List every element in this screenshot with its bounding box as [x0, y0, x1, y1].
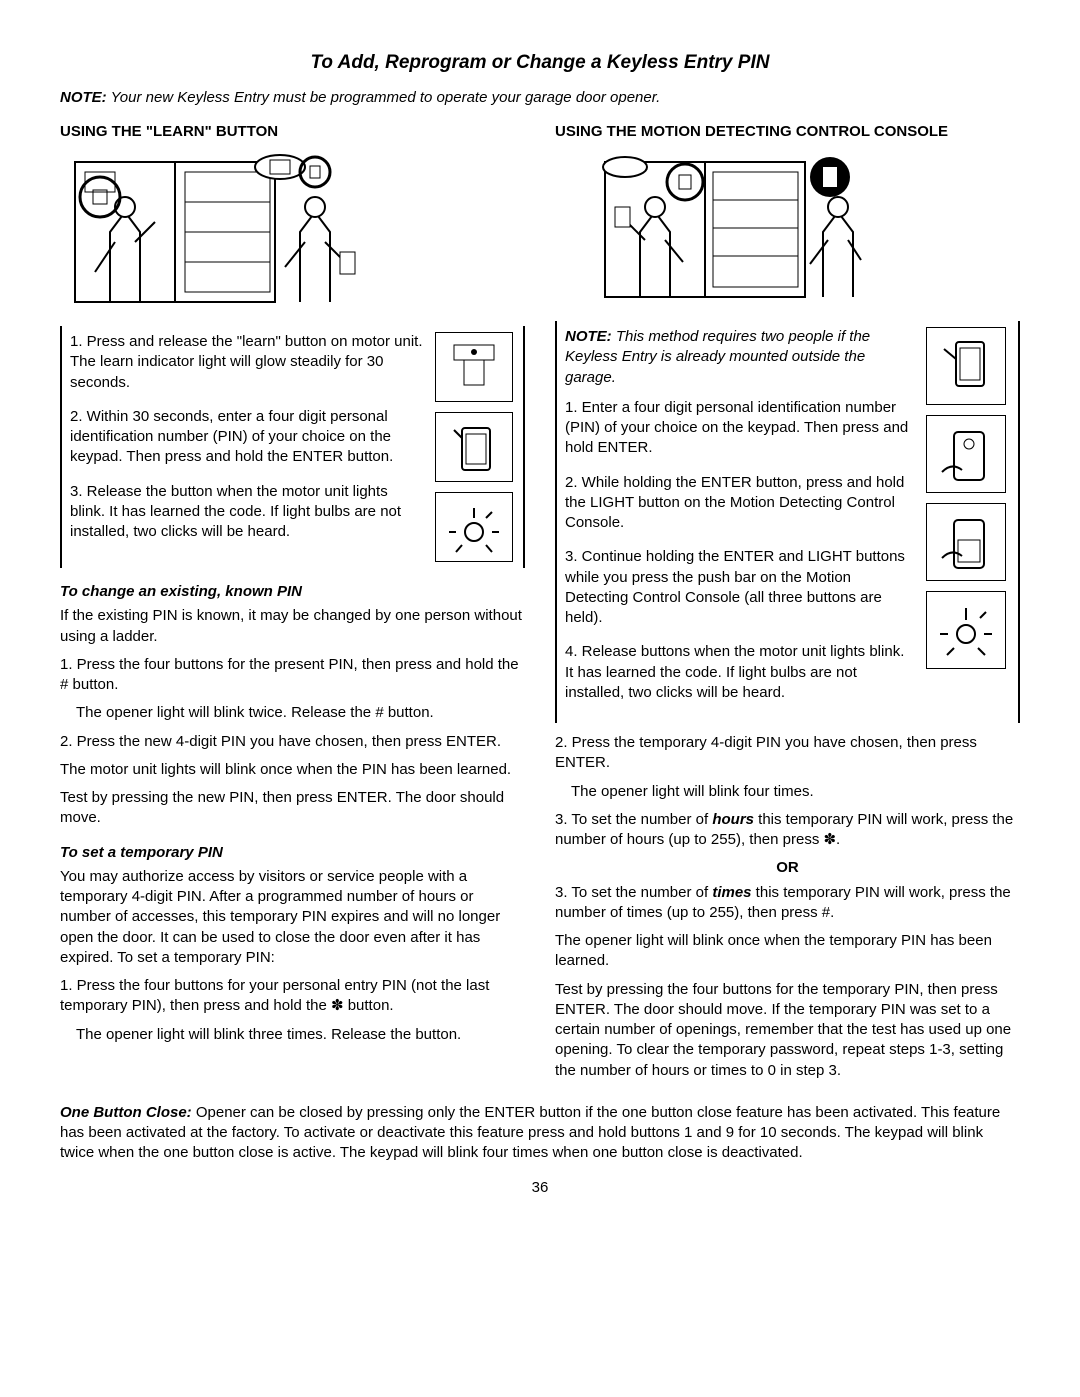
motor-unit-icon: [435, 332, 513, 402]
change-pin-head: To change an existing, known PIN: [60, 582, 525, 602]
light-blink-icon: [435, 492, 513, 562]
right-cont-2: 2. Press the temporary 4-digit PIN you h…: [555, 733, 1020, 774]
temp-step-1: 1. Press the four buttons for your perso…: [60, 976, 525, 1017]
right-step-images: [926, 327, 1010, 717]
note-label: NOTE:: [60, 89, 107, 106]
temp-pin-head: To set a temporary PIN: [60, 843, 525, 863]
right-cont-3b: 3. To set the number of times this tempo…: [555, 883, 1020, 924]
right-step-2: 2. While holding the ENTER button, press…: [565, 473, 916, 534]
change-step-2: 2. Press the new 4-digit PIN you have ch…: [60, 732, 525, 752]
light-blink-icon-2: [926, 591, 1006, 669]
right-column: USING THE MOTION DETECTING CONTROL CONSO…: [555, 122, 1020, 1089]
right-cont-3a: 3. To set the number of hours this tempo…: [555, 810, 1020, 851]
garage-illustration-right: [565, 152, 1020, 307]
left-column: USING THE "LEARN" BUTTON: [60, 122, 525, 1089]
keypad-hand-icon: [926, 327, 1006, 405]
right-cont-2b: The opener light will blink four times.: [571, 782, 1020, 802]
change-after-2: Test by pressing the new PIN, then press…: [60, 788, 525, 829]
temp-step-1b: The opener light will blink three times.…: [76, 1025, 525, 1045]
change-after-1: The motor unit lights will blink once wh…: [60, 760, 525, 780]
cont3a-em: hours: [712, 811, 754, 828]
footer-text: Opener can be closed by pressing only th…: [60, 1104, 1000, 1162]
right-steps-box: NOTE: This method requires two people if…: [555, 321, 1020, 723]
footer-label: One Button Close:: [60, 1104, 192, 1121]
left-steps-text: 1. Press and release the "learn" button …: [70, 332, 425, 562]
main-columns: USING THE "LEARN" BUTTON: [60, 122, 1020, 1089]
left-step-1: 1. Press and release the "learn" button …: [70, 332, 425, 393]
right-step-4: 4. Release buttons when the motor unit l…: [565, 642, 916, 703]
or-divider: OR: [555, 858, 1020, 878]
cont3a-pre: 3. To set the number of: [555, 811, 712, 828]
right-step-3: 3. Continue holding the ENTER and LIGHT …: [565, 547, 916, 628]
right-steps-text: NOTE: This method requires two people if…: [565, 327, 916, 717]
right-heading: USING THE MOTION DETECTING CONTROL CONSO…: [555, 122, 1020, 142]
page-number: 36: [60, 1178, 1020, 1198]
right-after-2: Test by pressing the four buttons for th…: [555, 980, 1020, 1081]
right-note-label: NOTE:: [565, 328, 612, 345]
console-pushbar-icon: [926, 503, 1006, 581]
garage-illustration-left: [70, 152, 525, 312]
top-note: NOTE: Your new Keyless Entry must be pro…: [60, 88, 1020, 108]
cont3b-pre: 3. To set the number of: [555, 884, 712, 901]
left-step-3: 3. Release the button when the motor uni…: [70, 482, 425, 543]
right-step-1: 1. Enter a four digit personal identific…: [565, 398, 916, 459]
left-step-images: [435, 332, 515, 562]
change-pin-intro: If the existing PIN is known, it may be …: [60, 606, 525, 647]
note-text: Your new Keyless Entry must be programme…: [111, 89, 661, 106]
change-step-1: 1. Press the four buttons for the presen…: [60, 655, 525, 696]
cont3b-em: times: [712, 884, 751, 901]
right-note: NOTE: This method requires two people if…: [565, 327, 916, 388]
right-after-1: The opener light will blink once when th…: [555, 931, 1020, 972]
change-step-1b: The opener light will blink twice. Relea…: [76, 703, 525, 723]
keypad-icon: [435, 412, 513, 482]
console-press-icon: [926, 415, 1006, 493]
left-step-2: 2. Within 30 seconds, enter a four digit…: [70, 407, 425, 468]
temp-pin-intro: You may authorize access by visitors or …: [60, 867, 525, 968]
left-heading: USING THE "LEARN" BUTTON: [60, 122, 525, 142]
footer-note: One Button Close: Opener can be closed b…: [60, 1103, 1020, 1164]
left-steps-box: 1. Press and release the "learn" button …: [60, 326, 525, 568]
page-title: To Add, Reprogram or Change a Keyless En…: [60, 50, 1020, 76]
